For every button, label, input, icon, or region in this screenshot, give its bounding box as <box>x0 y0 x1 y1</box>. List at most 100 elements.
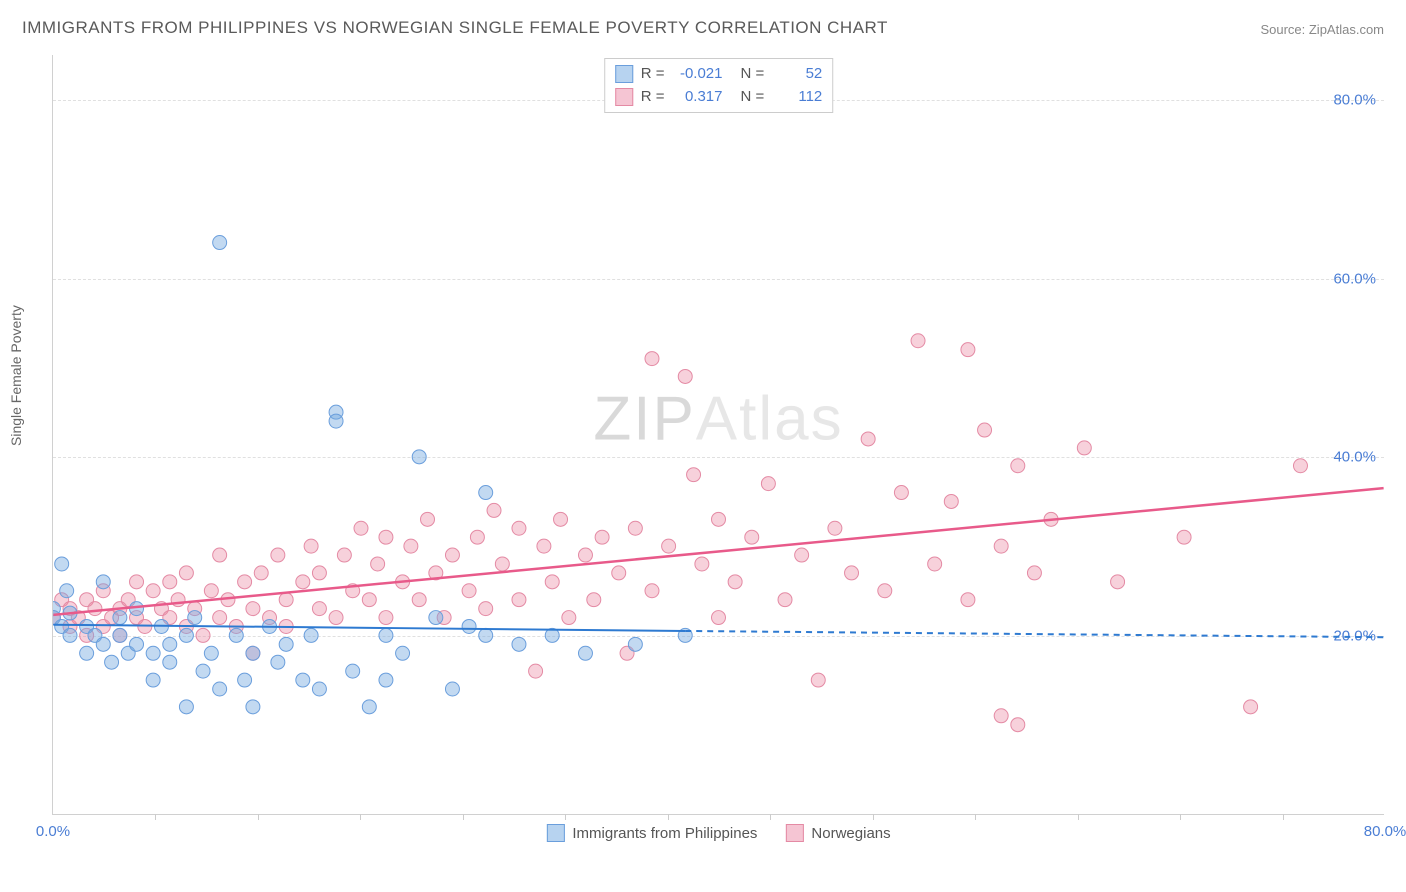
data-point <box>944 494 958 508</box>
legend-stats-row: R = -0.021 N = 52 <box>615 63 823 86</box>
data-point <box>304 539 318 553</box>
legend-label-pink: Norwegians <box>811 825 890 842</box>
n-label: N = <box>741 63 765 86</box>
y-axis-label: Single Female Poverty <box>8 305 24 446</box>
data-point <box>1011 459 1025 473</box>
data-point <box>379 628 393 642</box>
x-tick-mark <box>770 814 771 820</box>
data-point <box>188 611 202 625</box>
data-point <box>312 566 326 580</box>
data-point <box>329 611 343 625</box>
data-point <box>246 602 260 616</box>
data-point <box>304 628 318 642</box>
data-point <box>479 486 493 500</box>
trend-line <box>53 488 1383 615</box>
data-point <box>204 584 218 598</box>
data-point <box>213 611 227 625</box>
data-point <box>462 619 476 633</box>
x-tick-mark <box>565 814 566 820</box>
x-tick-mark <box>155 814 156 820</box>
data-point <box>928 557 942 571</box>
data-point <box>645 352 659 366</box>
data-point <box>554 512 568 526</box>
data-point <box>113 611 127 625</box>
data-point <box>861 432 875 446</box>
data-point <box>978 423 992 437</box>
data-point <box>1244 700 1258 714</box>
data-point <box>728 575 742 589</box>
data-point <box>246 700 260 714</box>
data-point <box>695 557 709 571</box>
legend-swatch-blue <box>615 65 633 83</box>
data-point <box>55 557 69 571</box>
x-tick-mark <box>873 814 874 820</box>
data-point <box>379 673 393 687</box>
data-point <box>961 593 975 607</box>
data-point <box>445 548 459 562</box>
data-point <box>346 664 360 678</box>
data-point <box>105 655 119 669</box>
x-tick-label: 0.0% <box>36 823 70 840</box>
data-point <box>179 628 193 642</box>
chart-title: IMMIGRANTS FROM PHILIPPINES VS NORWEGIAN… <box>22 18 888 38</box>
data-point <box>587 593 601 607</box>
legend-label-blue: Immigrants from Philippines <box>572 825 757 842</box>
data-point <box>337 548 351 562</box>
chart-svg <box>53 55 1384 814</box>
data-point <box>396 646 410 660</box>
data-point <box>96 575 110 589</box>
data-point <box>238 575 252 589</box>
chart-container: IMMIGRANTS FROM PHILIPPINES VS NORWEGIAN… <box>0 0 1406 892</box>
legend-swatch-blue-icon <box>546 824 564 842</box>
data-point <box>495 557 509 571</box>
data-point <box>254 566 268 580</box>
data-point <box>429 611 443 625</box>
legend-swatch-pink-icon <box>785 824 803 842</box>
data-point <box>994 709 1008 723</box>
data-point <box>712 611 726 625</box>
data-point <box>113 628 127 642</box>
data-point <box>678 369 692 383</box>
data-point <box>296 575 310 589</box>
data-point <box>578 548 592 562</box>
data-point <box>1293 459 1307 473</box>
legend-bottom: Immigrants from Philippines Norwegians <box>546 824 890 842</box>
data-point <box>894 486 908 500</box>
data-point <box>329 414 343 428</box>
data-point <box>80 646 94 660</box>
data-point <box>645 584 659 598</box>
data-point <box>994 539 1008 553</box>
x-tick-mark <box>463 814 464 820</box>
data-point <box>271 548 285 562</box>
data-point <box>196 664 210 678</box>
data-point <box>745 530 759 544</box>
data-point <box>88 602 102 616</box>
data-point <box>163 637 177 651</box>
data-point <box>1177 530 1191 544</box>
data-point <box>163 575 177 589</box>
data-point <box>578 646 592 660</box>
data-point <box>828 521 842 535</box>
x-tick-mark <box>1283 814 1284 820</box>
x-tick-label: 80.0% <box>1364 823 1406 840</box>
data-point <box>795 548 809 562</box>
data-point <box>312 682 326 696</box>
data-point <box>479 602 493 616</box>
data-point <box>238 673 252 687</box>
x-tick-mark <box>1180 814 1181 820</box>
r-label: R = <box>641 63 665 86</box>
data-point <box>246 646 260 660</box>
data-point <box>811 673 825 687</box>
data-point <box>204 646 218 660</box>
data-point <box>312 602 326 616</box>
data-point <box>961 343 975 357</box>
data-point <box>379 611 393 625</box>
data-point <box>146 646 160 660</box>
data-point <box>562 611 576 625</box>
n-label: N = <box>741 86 765 109</box>
data-point <box>878 584 892 598</box>
legend-swatch-pink <box>615 88 633 106</box>
data-point <box>362 700 376 714</box>
data-point <box>1011 718 1025 732</box>
trend-line <box>685 631 1383 637</box>
